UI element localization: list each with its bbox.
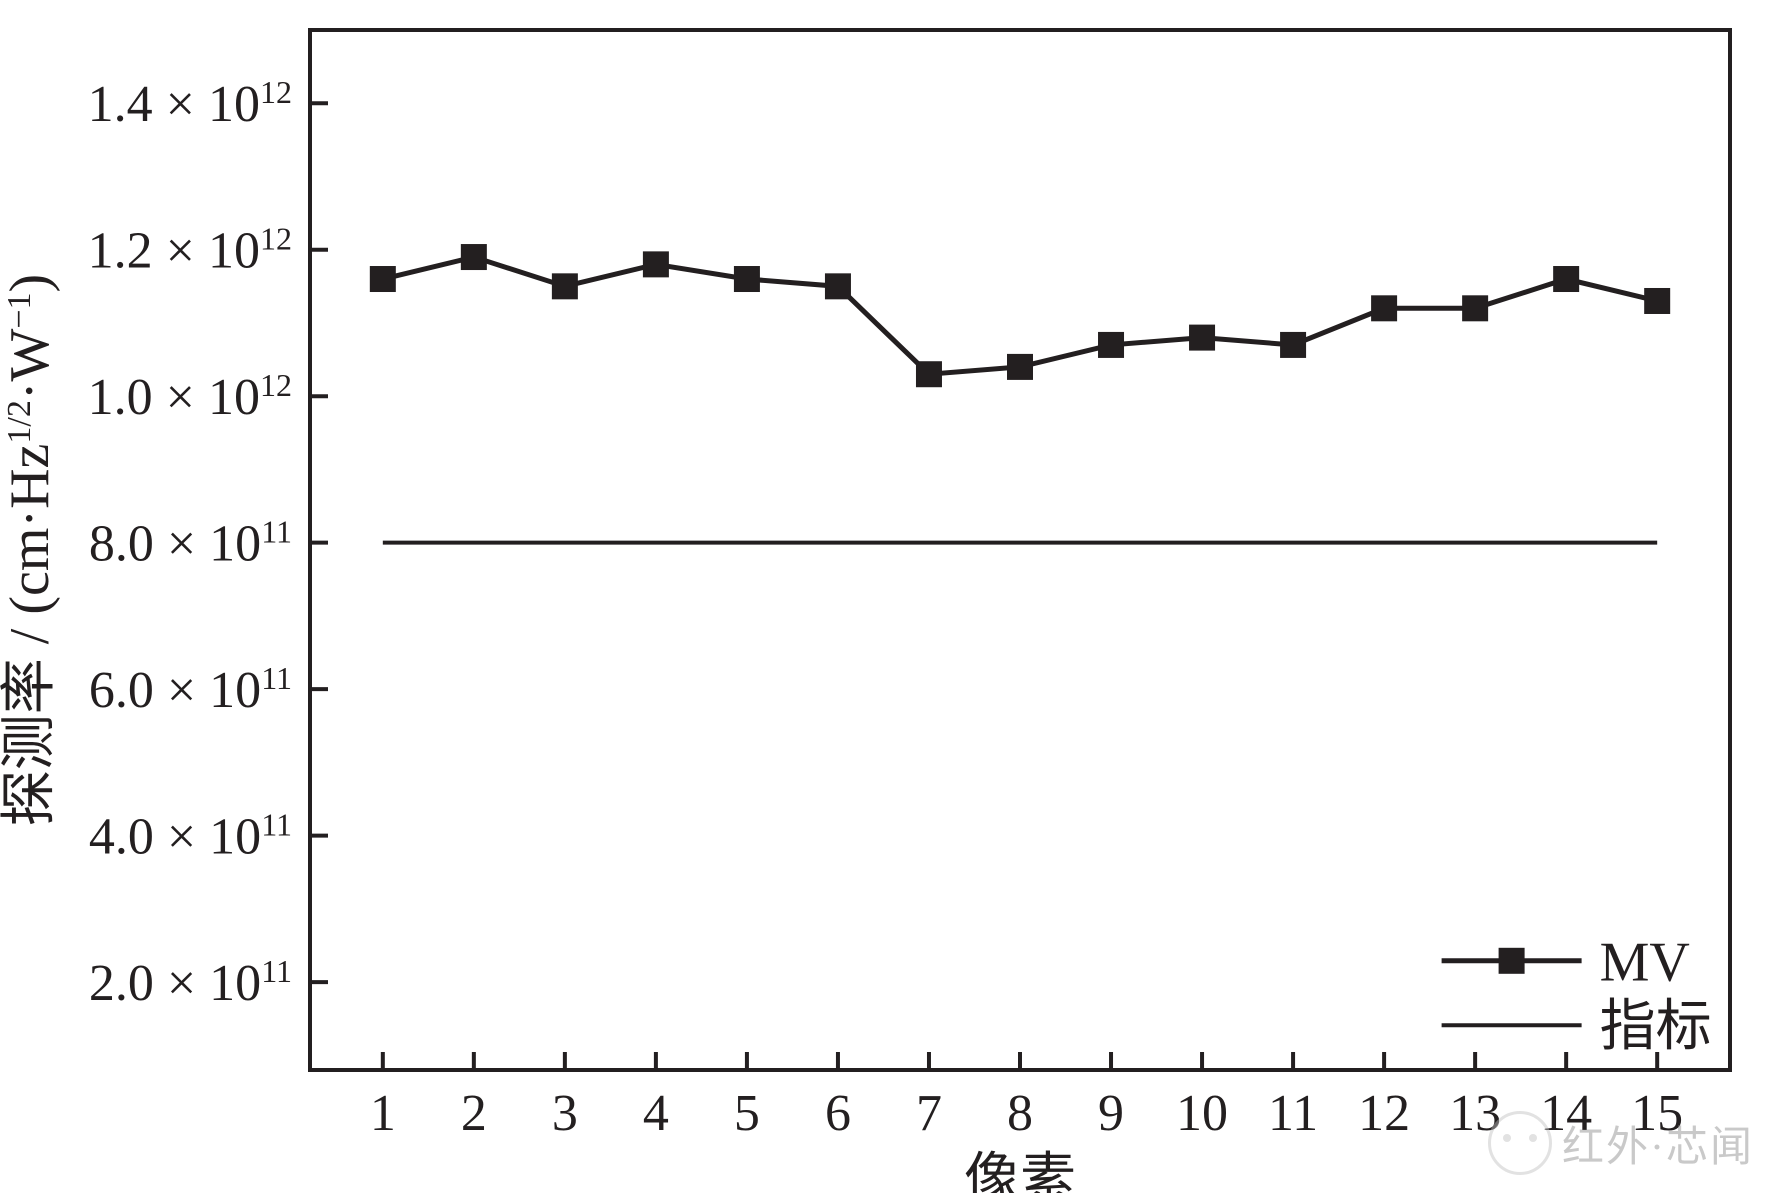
series-mv-marker — [825, 273, 851, 299]
series-mv-marker — [1007, 354, 1033, 380]
x-tick-label: 1 — [370, 1085, 396, 1142]
series-mv-marker — [1644, 288, 1670, 314]
x-tick-label: 4 — [643, 1085, 669, 1142]
y-axis-label: 探测率 / (cm·Hz1/2·W−1) — [0, 274, 61, 826]
legend-swatch-marker — [1499, 948, 1525, 974]
x-tick-label: 3 — [552, 1085, 578, 1142]
legend-label: MV — [1600, 931, 1690, 993]
x-tick-label: 12 — [1358, 1085, 1410, 1142]
watermark-icon — [1488, 1111, 1552, 1175]
x-tick-label: 8 — [1007, 1085, 1033, 1142]
x-tick-label: 6 — [825, 1085, 851, 1142]
series-mv-marker — [1189, 325, 1215, 351]
series-mv-marker — [734, 266, 760, 292]
x-tick-label: 9 — [1098, 1085, 1124, 1142]
legend-label: 指标 — [1600, 996, 1712, 1058]
series-mv-marker — [370, 266, 396, 292]
series-mv-marker — [1280, 332, 1306, 358]
x-tick-label: 5 — [734, 1085, 760, 1142]
watermark-text: 红外·芯闻 — [1562, 1113, 1754, 1174]
series-mv-marker — [1462, 295, 1488, 321]
x-tick-label: 7 — [916, 1085, 942, 1142]
x-tick-label: 10 — [1176, 1085, 1228, 1142]
series-mv-marker — [1371, 295, 1397, 321]
x-tick-label: 11 — [1268, 1085, 1318, 1142]
chart-bg — [0, 0, 1784, 1193]
series-mv-marker — [461, 244, 487, 270]
series-mv-marker — [916, 361, 942, 387]
chart-container: 123456789101112131415像素2.0 × 10114.0 × 1… — [0, 0, 1784, 1193]
series-mv-marker — [1098, 332, 1124, 358]
svg-text:探测率 / (cm·Hz1/2·W−1): 探测率 / (cm·Hz1/2·W−1) — [0, 274, 61, 826]
detectivity-line-chart: 123456789101112131415像素2.0 × 10114.0 × 1… — [0, 0, 1784, 1193]
series-mv-marker — [1553, 266, 1579, 292]
watermark: 红外·芯闻 — [1488, 1111, 1754, 1175]
x-axis-label: 像素 — [964, 1149, 1076, 1193]
series-mv-marker — [552, 273, 578, 299]
series-mv-marker — [643, 251, 669, 277]
x-tick-label: 2 — [461, 1085, 487, 1142]
